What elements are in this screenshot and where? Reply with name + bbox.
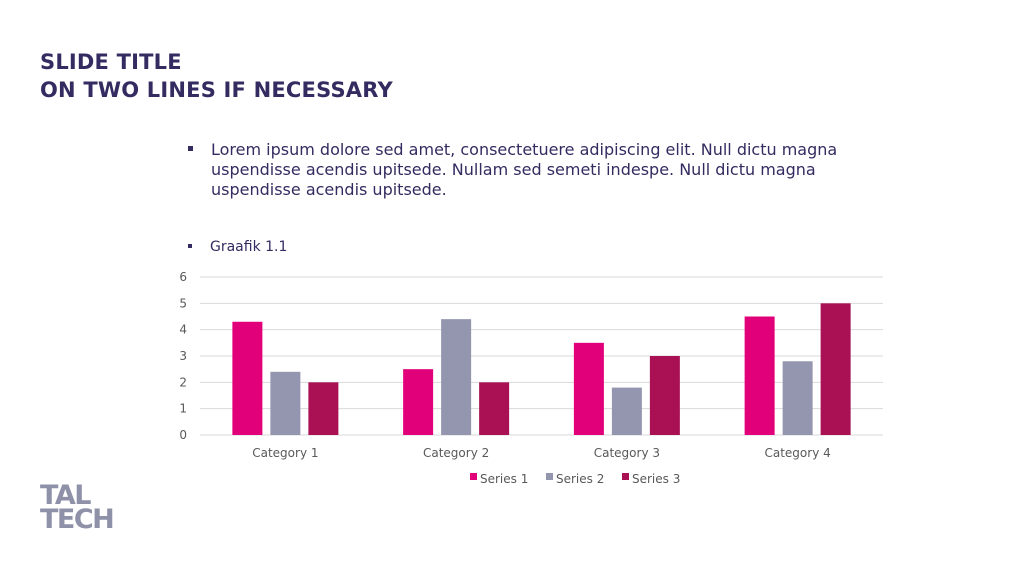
slide-title-line1: SLIDE TITLE [40, 50, 182, 74]
y-tick-label: 0 [179, 428, 187, 442]
bullet-item: Lorem ipsum dolore sed amet, consectetue… [188, 140, 908, 200]
sub-bullet-marker [188, 244, 192, 248]
x-tick-label: Category 4 [764, 446, 830, 460]
legend-swatch-series-1 [470, 473, 477, 480]
y-tick-label: 3 [179, 349, 187, 363]
x-tick-label: Category 3 [594, 446, 660, 460]
logo-line2: TECH [40, 504, 115, 535]
bullet-text: Lorem ipsum dolore sed amet, consectetue… [211, 140, 838, 199]
logo-line1: TAL [40, 480, 91, 511]
y-tick-label: 2 [179, 375, 187, 389]
slide-title-line2: ON TWO LINES IF NECESSARY [40, 78, 393, 102]
legend-label-series-2: Series 2 [556, 472, 604, 486]
bar-series-1-category-1 [232, 321, 263, 435]
x-tick-label: Category 2 [423, 446, 489, 460]
bar-series-2-category-1 [270, 371, 301, 435]
bar-series-1-category-3 [573, 342, 604, 435]
slide-title: SLIDE TITLE ON TWO LINES IF NECESSARY [40, 48, 393, 104]
bar-series-2-category-3 [611, 387, 642, 435]
legend-label-series-3: Series 3 [632, 472, 680, 486]
legend-swatch-series-3 [622, 473, 629, 480]
bar-series-1-category-2 [403, 369, 434, 435]
bullet-marker [188, 146, 193, 151]
legend-swatch-series-2 [546, 473, 553, 480]
bar-series-2-category-4 [782, 361, 813, 435]
bar-series-3-category-2 [479, 382, 510, 435]
y-tick-label: 1 [179, 402, 187, 416]
bar-series-2-category-2 [441, 319, 472, 435]
legend-label-series-1: Series 1 [480, 472, 528, 486]
sub-bullet-item: Graafik 1.1 [188, 238, 287, 256]
y-tick-label: 5 [179, 296, 187, 310]
bar-series-3-category-4 [820, 303, 851, 435]
bar-series-1-category-4 [744, 316, 775, 435]
y-tick-label: 4 [179, 323, 187, 337]
x-tick-label: Category 1 [252, 446, 318, 460]
chart-caption: Graafik 1.1 [210, 239, 288, 255]
y-tick-label: 6 [179, 270, 187, 284]
bar-series-3-category-3 [649, 356, 680, 435]
bar-series-3-category-1 [308, 382, 339, 435]
taltech-logo: TAL TECH [40, 480, 115, 535]
